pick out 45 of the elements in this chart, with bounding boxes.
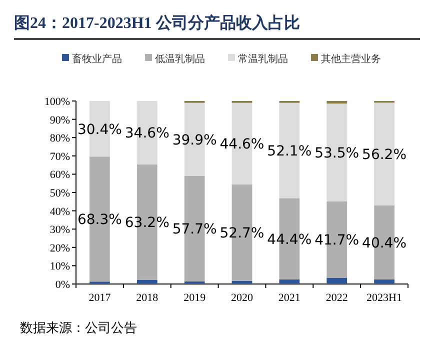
bar <box>279 279 300 284</box>
y-tick-label: 30% <box>50 224 70 236</box>
chart-title: 图24：2017-2023H1 公司分产品收入占比 <box>14 14 300 32</box>
data-label: 39.9% <box>172 132 217 148</box>
data-label: 41.7% <box>314 232 360 249</box>
data-label: 40.4% <box>362 235 407 252</box>
data-label: 57.7% <box>172 222 217 238</box>
legend-label: 其他主营业务 <box>321 53 381 65</box>
y-tick-label: 90% <box>50 114 70 126</box>
bar <box>326 278 348 284</box>
bar <box>184 281 205 284</box>
y-tick-label: 10% <box>50 260 70 273</box>
x-tick-label: 2017 <box>88 292 112 304</box>
legend-label: 低温乳制品 <box>155 53 205 65</box>
y-tick-label: 0% <box>55 279 70 291</box>
data-label: 30.4% <box>77 122 122 138</box>
y-tick-label: 70% <box>50 150 70 163</box>
bar <box>136 280 158 284</box>
x-tick-label: 2018 <box>136 292 159 304</box>
y-tick-label: 80% <box>50 132 70 145</box>
bar <box>326 101 348 104</box>
data-label: 68.3% <box>77 212 122 228</box>
y-tick-label: 50% <box>50 188 70 200</box>
data-label: 63.2% <box>124 215 170 232</box>
data-label: 52.7% <box>220 226 264 242</box>
x-tick-label: 2019 <box>184 292 206 304</box>
data-label: 44.6% <box>220 136 264 153</box>
bar <box>232 280 252 284</box>
data-label: 34.6% <box>124 126 170 142</box>
x-tick-label: 2023H1 <box>366 292 402 304</box>
y-tick-label: 40% <box>50 206 70 218</box>
y-tick-label: 100% <box>44 96 70 108</box>
data-label: 53.5% <box>314 146 360 162</box>
source-note: 数据来源：公司公告 <box>20 320 137 335</box>
y-tick-label: 60% <box>50 169 70 182</box>
x-tick-label: 2021 <box>278 292 300 304</box>
data-label: 44.4% <box>267 232 312 248</box>
legend-label: 畜牧业产品 <box>72 53 122 65</box>
y-tick-label: 20% <box>50 242 70 254</box>
legend-label: 常温乳制品 <box>238 53 288 65</box>
data-label: 56.2% <box>362 147 407 164</box>
x-tick-label: 2020 <box>231 292 254 304</box>
x-tick-label: 2022 <box>326 292 348 304</box>
data-label: 52.1% <box>267 144 312 160</box>
bar <box>374 279 394 284</box>
